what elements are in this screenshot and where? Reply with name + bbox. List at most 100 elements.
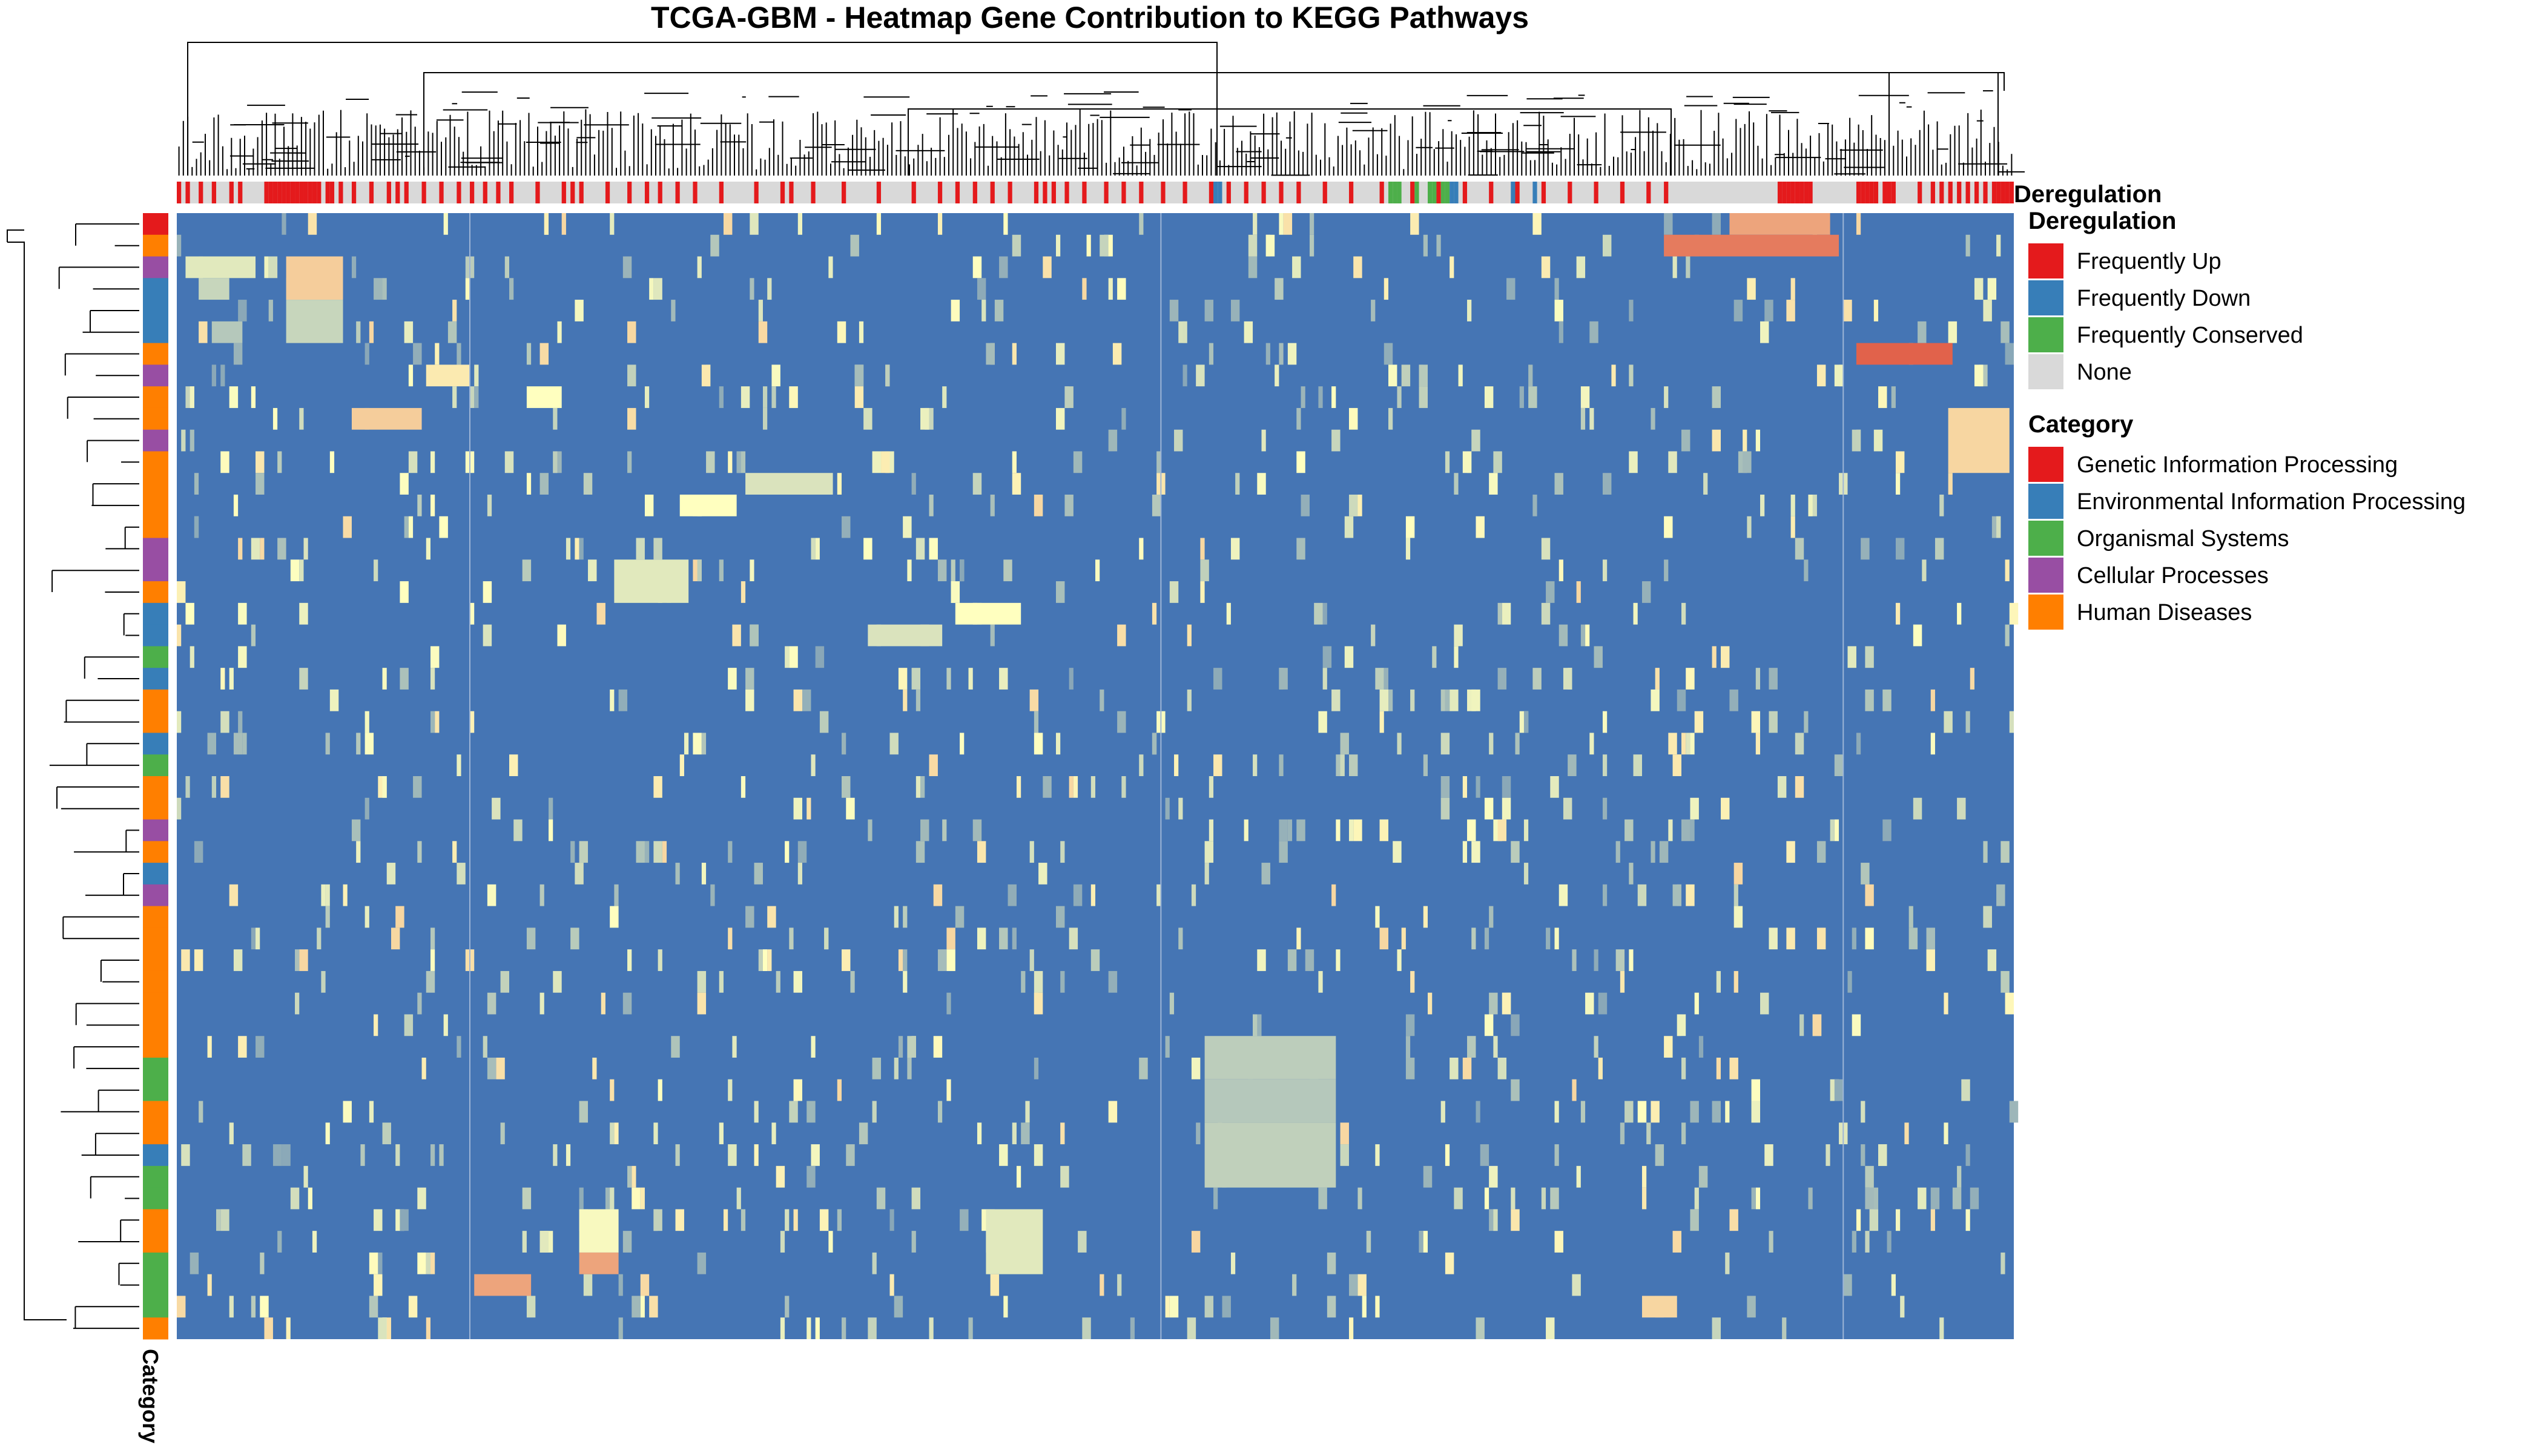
heatmap-cell (1401, 364, 1411, 387)
heatmap-cell (815, 646, 825, 668)
heatmap-cell (1034, 1058, 1039, 1079)
heatmap-cell (317, 927, 322, 950)
heatmap-block (679, 495, 737, 516)
heatmap-cell (1152, 733, 1157, 755)
heatmap-cell (483, 1036, 487, 1058)
heatmap-cell (400, 581, 409, 603)
heatmap-cell (1698, 1165, 1708, 1188)
heatmap-cell (894, 1058, 899, 1079)
heatmap-cell (430, 1144, 435, 1166)
heatmap-cell (977, 841, 986, 863)
heatmap-cell (990, 624, 995, 647)
heatmap-cell (522, 559, 532, 582)
heatmap-cell (1331, 386, 1336, 408)
heatmap-cell (1327, 1296, 1336, 1318)
category-cell (143, 602, 168, 625)
category-cell (143, 1144, 168, 1167)
heatmap-cell (1090, 949, 1100, 971)
heatmap-cell (1012, 234, 1021, 257)
deregulation-up-cell (1261, 182, 1266, 203)
heatmap-cell (1970, 1187, 1979, 1210)
heatmap-cell (1336, 819, 1341, 842)
deregulation-up-cell (570, 182, 575, 203)
heatmap-cell (1511, 1187, 1516, 1210)
heatmap-cell (627, 321, 636, 343)
deregulation-up-cell (496, 182, 501, 203)
deregulation-up-cell (1161, 182, 1166, 203)
heatmap-cell (1043, 256, 1052, 278)
heatmap-cell (776, 970, 780, 993)
heatmap-cell (1751, 1079, 1761, 1101)
deregulation-up-cell (627, 182, 632, 203)
deregulation-down-cell (1218, 182, 1222, 203)
heatmap-cell (1939, 1317, 1944, 1339)
heatmap-cell (1664, 386, 1669, 408)
heatmap-block (1204, 1079, 1336, 1123)
deregulation-up-cell (1594, 182, 1598, 203)
heatmap-cell (872, 451, 882, 473)
heatmap-cell (1484, 1187, 1489, 1210)
heatmap-cell (1672, 1231, 1681, 1253)
heatmap-cell (1852, 927, 1856, 950)
deregulation-up-cell (1489, 182, 1494, 203)
heatmap-cell (610, 689, 615, 711)
heatmap-cell (1476, 1317, 1485, 1339)
heatmap-cell (1034, 970, 1043, 993)
heatmap-cell (1117, 624, 1126, 647)
heatmap-cell (1572, 1274, 1581, 1296)
deregulation-up-cell (404, 182, 409, 203)
heatmap-block (868, 624, 943, 647)
heatmap-cell (876, 213, 882, 235)
heatmap-cell (1257, 473, 1266, 495)
deregulation-up-cell (386, 182, 391, 203)
row-annotation-bar (143, 213, 168, 1340)
heatmap-cell (351, 819, 361, 842)
heatmap-cell (408, 516, 414, 538)
heatmap-cell (1462, 776, 1468, 798)
heatmap-cell (697, 1252, 707, 1274)
heatmap-cell (374, 559, 378, 582)
heatmap-cell (579, 1101, 589, 1123)
heatmap-cell (2000, 321, 2010, 343)
heatmap-cell (1852, 1014, 1861, 1036)
heatmap-cell (452, 386, 457, 408)
heatmap-cell (868, 819, 872, 842)
heatmap-cell (1733, 863, 1743, 884)
heatmap-cell (811, 1144, 820, 1166)
heatmap-cell (1462, 841, 1468, 863)
heatmap-cell (233, 733, 243, 755)
heatmap-cell (1204, 300, 1214, 321)
heatmap-cell (1580, 386, 1590, 408)
category-cell (143, 927, 168, 950)
heatmap-cell (1384, 343, 1393, 365)
heatmap-cell (1309, 234, 1314, 257)
deregulation-down-cell (1532, 182, 1537, 203)
heatmap-cell (1786, 300, 1795, 321)
heatmap-cell (1615, 949, 1625, 971)
heatmap-cell (1476, 516, 1485, 538)
heatmap-cell (400, 668, 409, 690)
heatmap-cell (903, 906, 908, 928)
heatmap-cell (750, 278, 754, 300)
heatmap-cell (526, 343, 532, 365)
heatmap-cell (1681, 819, 1690, 842)
heatmap-cell (1458, 364, 1463, 387)
deregulation-up-cell (876, 182, 882, 203)
heatmap-cell (1795, 776, 1804, 798)
heatmap-cell (1265, 343, 1270, 365)
heatmap-cell (1913, 624, 1922, 647)
heatmap-cell (828, 1231, 833, 1253)
heatmap-cell (430, 1252, 435, 1274)
heatmap-cell (1471, 689, 1480, 711)
heatmap-cell (806, 1165, 816, 1188)
heatmap-cell (1230, 300, 1240, 321)
heatmap-cell (1554, 1101, 1559, 1123)
deregulation-up-cell (1804, 182, 1809, 203)
heatmap-cell (544, 213, 549, 235)
heatmap-cell (951, 300, 960, 321)
heatmap-cell (1003, 559, 1012, 582)
heatmap-cell (435, 343, 440, 365)
heatmap-cell (872, 1058, 882, 1079)
heatmap-cell (1244, 819, 1248, 842)
